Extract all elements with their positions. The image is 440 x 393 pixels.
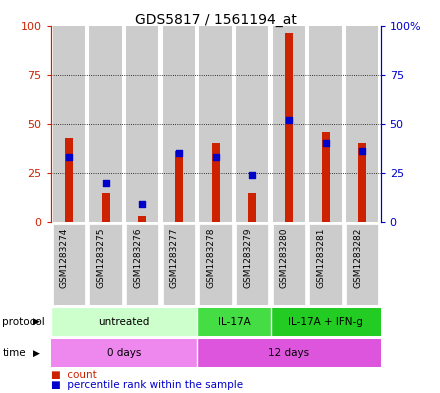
Bar [271,308,381,336]
Bar [53,224,85,305]
Text: untreated: untreated [98,317,150,327]
Bar [175,151,183,222]
Text: GSM1283279: GSM1283279 [243,227,252,288]
Text: GSM1283278: GSM1283278 [207,227,216,288]
Bar [358,143,366,222]
Bar [285,33,293,222]
Text: 12 days: 12 days [268,348,309,358]
Bar [163,224,195,305]
Text: IL-17A + IFN-g: IL-17A + IFN-g [288,317,363,327]
Bar [51,308,197,336]
Bar [89,26,122,222]
Text: GSM1283281: GSM1283281 [317,227,326,288]
Bar [346,26,378,222]
Text: ▶: ▶ [33,318,40,326]
Bar [273,224,305,305]
Bar [236,224,268,305]
Bar [138,216,147,222]
Point [176,150,183,156]
Text: GSM1283280: GSM1283280 [280,227,289,288]
Bar [102,193,110,222]
Bar [273,26,305,222]
Bar [199,224,232,305]
Text: GSM1283274: GSM1283274 [60,227,69,288]
Text: ▶: ▶ [33,349,40,358]
Bar [309,224,342,305]
Bar [197,339,381,367]
Point [286,117,293,123]
Bar [248,193,256,222]
Bar [51,339,197,367]
Point [66,154,73,160]
Point [102,180,109,186]
Text: GSM1283276: GSM1283276 [133,227,142,288]
Point [322,140,329,147]
Bar [163,26,195,222]
Bar [53,26,85,222]
Text: GSM1283277: GSM1283277 [170,227,179,288]
Bar [236,26,268,222]
Text: ■  percentile rank within the sample: ■ percentile rank within the sample [51,380,243,390]
Bar [199,26,232,222]
Bar [322,132,330,222]
Text: protocol: protocol [2,317,45,327]
Point [249,172,256,178]
Text: 0 days: 0 days [107,348,141,358]
Bar [212,143,220,222]
Bar [65,138,73,222]
Bar [346,224,378,305]
Text: GDS5817 / 1561194_at: GDS5817 / 1561194_at [135,13,297,27]
Text: GSM1283275: GSM1283275 [97,227,106,288]
Point [359,148,366,154]
Text: IL-17A: IL-17A [217,317,250,327]
Text: GSM1283282: GSM1283282 [353,227,362,288]
Text: ■  count: ■ count [51,371,96,380]
Bar [197,308,271,336]
Bar [126,224,158,305]
Point [139,201,146,208]
Bar [126,26,158,222]
Bar [309,26,342,222]
Text: time: time [2,348,26,358]
Point [212,154,219,160]
Bar [89,224,122,305]
